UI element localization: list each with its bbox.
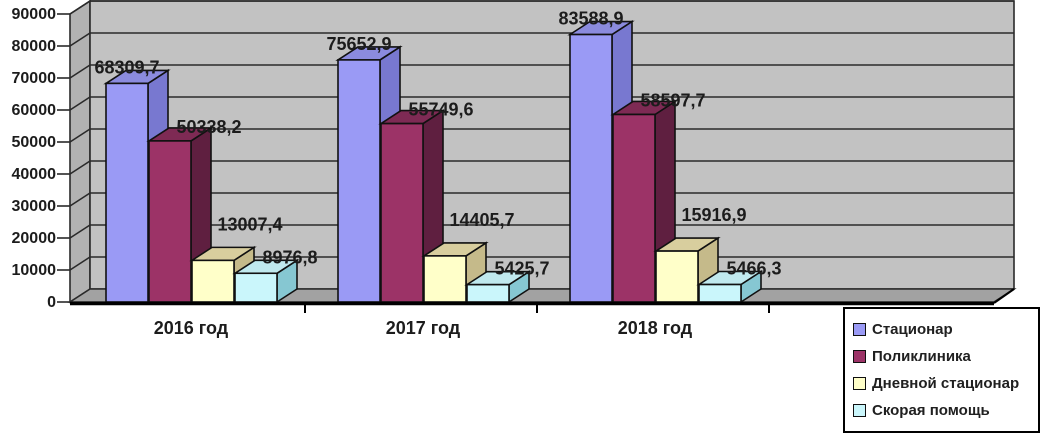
y-tick-label: 60000: [12, 102, 57, 119]
data-label-s1-c2: 58597,7: [640, 90, 705, 110]
data-label-s2-c0: 13007,4: [217, 214, 282, 234]
bar-s3-c0: [234, 272, 278, 303]
gridline-sidewall: [69, 128, 91, 143]
data-label-s1-c0: 50338,2: [176, 117, 241, 137]
gridline-sidewall: [69, 0, 91, 15]
data-label-s3-c0: 8976,8: [262, 247, 317, 267]
legend-item-stationar: Стационар: [853, 321, 1030, 338]
legend-swatch-day-hospital-icon: [853, 377, 866, 390]
plot-side-wall: [69, 0, 91, 304]
legend: Стационар Поликлиника Дневной стационар …: [843, 307, 1040, 433]
plot-back-wall: [89, 0, 1015, 290]
y-tick-label: 50000: [12, 134, 57, 151]
bar-s0-c2: [569, 33, 613, 303]
legend-label-stationar: Стационар: [872, 321, 953, 338]
legend-swatch-ambulance-icon: [853, 404, 866, 417]
legend-label-polyclinic: Поликлиника: [872, 348, 971, 365]
legend-item-polyclinic: Поликлиника: [853, 348, 1030, 365]
data-label-s0-c1: 75652,9: [326, 34, 391, 54]
gridline-sidewall: [69, 224, 91, 239]
category-label-c0: 2016 год: [154, 318, 229, 338]
bar-s0-c1: [337, 59, 381, 303]
y-tick-label: 0: [47, 294, 56, 311]
bar-s1-c1: [380, 122, 424, 303]
bar-s3-c2: [698, 283, 742, 303]
legend-item-ambulance: Скорая помощь: [853, 402, 1030, 419]
gridline-sidewall: [69, 160, 91, 175]
data-label-s0-c2: 83588,9: [558, 9, 623, 29]
gridline-sidewall: [69, 256, 91, 271]
bar-s2-c1: [423, 255, 467, 303]
data-label-s3-c1: 5425,7: [494, 259, 549, 279]
bar-s1-c0: [148, 140, 192, 303]
gridline-sidewall: [69, 96, 91, 111]
data-label-s2-c1: 14405,7: [449, 210, 514, 230]
y-tick-label: 10000: [12, 262, 57, 279]
bar-s2-c0: [191, 259, 235, 303]
data-label-s2-c2: 15916,9: [681, 205, 746, 225]
y-tick-label: 30000: [12, 198, 57, 215]
floor-right-edge: [993, 288, 1015, 304]
legend-swatch-polyclinic-icon: [853, 350, 866, 363]
gridline-sidewall: [69, 64, 91, 79]
legend-label-day-hospital: Дневной стационар: [872, 375, 1020, 392]
legend-swatch-stationar-icon: [853, 323, 866, 336]
data-label-s0-c0: 68309,7: [94, 57, 159, 77]
y-tick-label: 90000: [12, 6, 57, 23]
y-tick-label: 20000: [12, 230, 57, 247]
bar-s1-c2: [612, 113, 656, 303]
category-label-c2: 2018 год: [618, 318, 693, 338]
data-label-s3-c2: 5466,3: [726, 259, 781, 279]
bar-s0-c0: [105, 82, 149, 303]
y-tick-label: 40000: [12, 166, 57, 183]
data-label-s1-c1: 55749,6: [408, 100, 473, 120]
bar-s3-c1: [466, 283, 510, 303]
bar-s2-c2: [655, 250, 699, 303]
y-tick-label: 80000: [12, 38, 57, 55]
legend-label-ambulance: Скорая помощь: [872, 402, 990, 419]
gridline-sidewall: [69, 32, 91, 47]
category-label-c1: 2017 год: [386, 318, 461, 338]
y-tick-label: 70000: [12, 70, 57, 87]
legend-item-day-hospital: Дневной стационар: [853, 375, 1030, 392]
gridline-sidewall: [69, 192, 91, 207]
